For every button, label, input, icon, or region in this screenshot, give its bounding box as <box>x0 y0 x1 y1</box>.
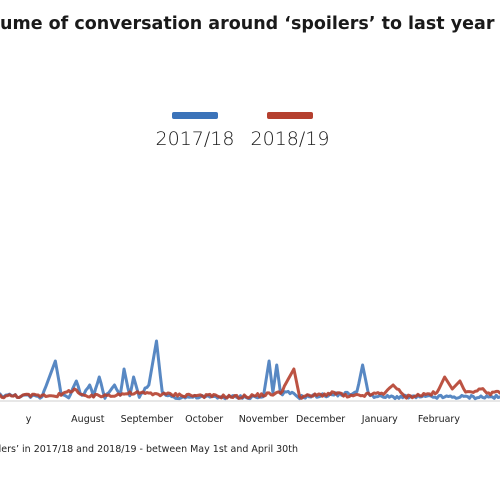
legend: 2017/18 2018/19 <box>0 112 500 152</box>
series-layer <box>0 339 500 401</box>
x-tick-label: January <box>361 414 398 425</box>
x-tick-label: y <box>26 414 32 425</box>
x-tick-label: August <box>71 414 105 425</box>
series-line-2018-19 <box>0 367 500 400</box>
x-tick-label: September <box>121 414 174 425</box>
x-tick-label: December <box>296 414 345 425</box>
legend-swatch-2018-19 <box>267 112 313 119</box>
legend-label-2017-18: 2017/18 <box>155 128 235 150</box>
x-tick-label: November <box>239 414 289 425</box>
footnote: ilers’ in 2017/18 and 2018/19 - between … <box>0 444 298 455</box>
legend-label-2018-19: 2018/19 <box>250 128 330 150</box>
legend-swatch-2017-18 <box>172 112 218 119</box>
x-tick-label: February <box>418 414 460 425</box>
legend-item-2017-18: 2017/18 <box>155 112 235 150</box>
tick-layer: y August September October November December J… <box>26 414 461 425</box>
legend-item-2018-19: 2018/19 <box>250 112 330 150</box>
x-tick-label: October <box>185 414 223 425</box>
chart-title: lume of conversation around ‘spoilers’ t… <box>0 14 495 34</box>
